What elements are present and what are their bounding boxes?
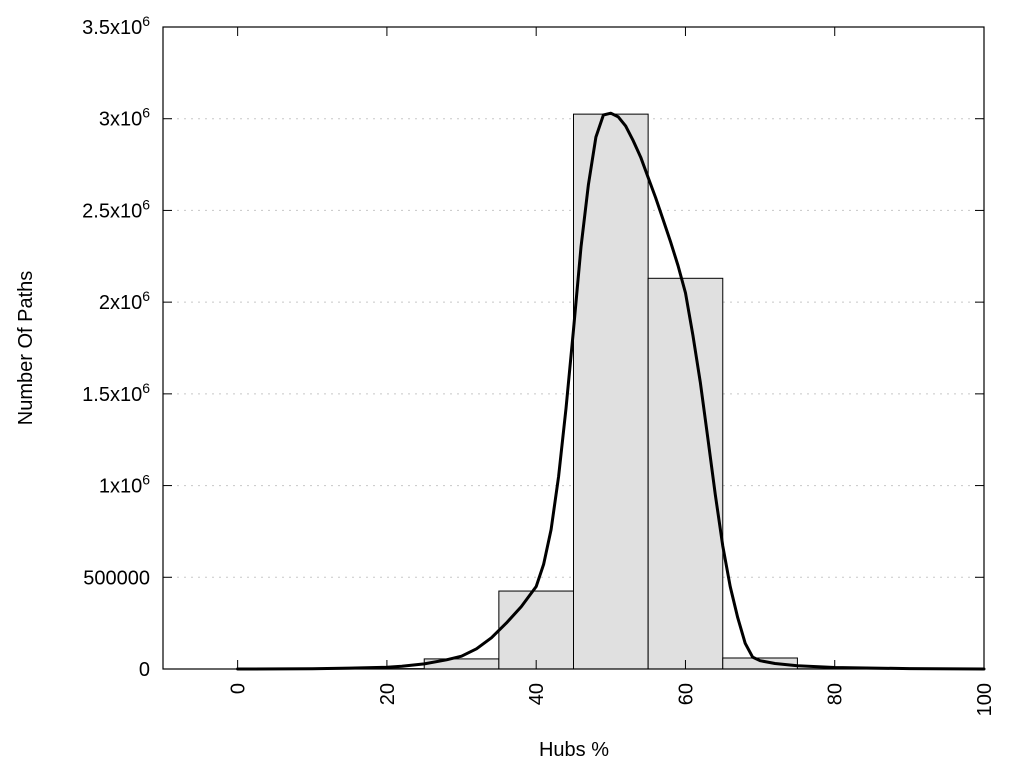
x-tick-label-3: 60 <box>675 683 697 705</box>
y-tick-label-6: 3x106 <box>99 105 150 131</box>
x-tick-label-1: 20 <box>377 683 399 705</box>
y-tick-label-0: 0 <box>139 659 150 681</box>
x-tick-label-5: 100 <box>974 683 996 716</box>
x-tick-label-0: 0 <box>228 683 250 694</box>
x-axis-tick-labels: 0 20 40 60 80 100 <box>228 683 996 716</box>
y-tick-label-2: 1x106 <box>99 472 150 498</box>
histogram-bar-4 <box>499 591 574 669</box>
histogram-bars <box>350 114 872 669</box>
histogram-bar-5 <box>574 114 649 669</box>
y-tick-label-4: 2x106 <box>99 288 150 314</box>
y-axis-tick-labels: 0 500000 1x106 1.5x106 2x106 2.5x106 3x106 3.5x… <box>82 13 150 681</box>
y-tick-label-5: 2.5x106 <box>82 196 150 222</box>
x-tick-label-4: 80 <box>825 683 847 705</box>
y-tick-label-1: 500000 <box>83 567 150 589</box>
y-tick-label-7: 3.5x106 <box>82 13 150 39</box>
y-tick-label-3: 1.5x106 <box>82 380 150 406</box>
x-axis-label: Hubs % <box>539 739 609 761</box>
y-axis-label: Number Of Paths <box>15 271 37 426</box>
x-tick-label-2: 40 <box>526 683 548 705</box>
